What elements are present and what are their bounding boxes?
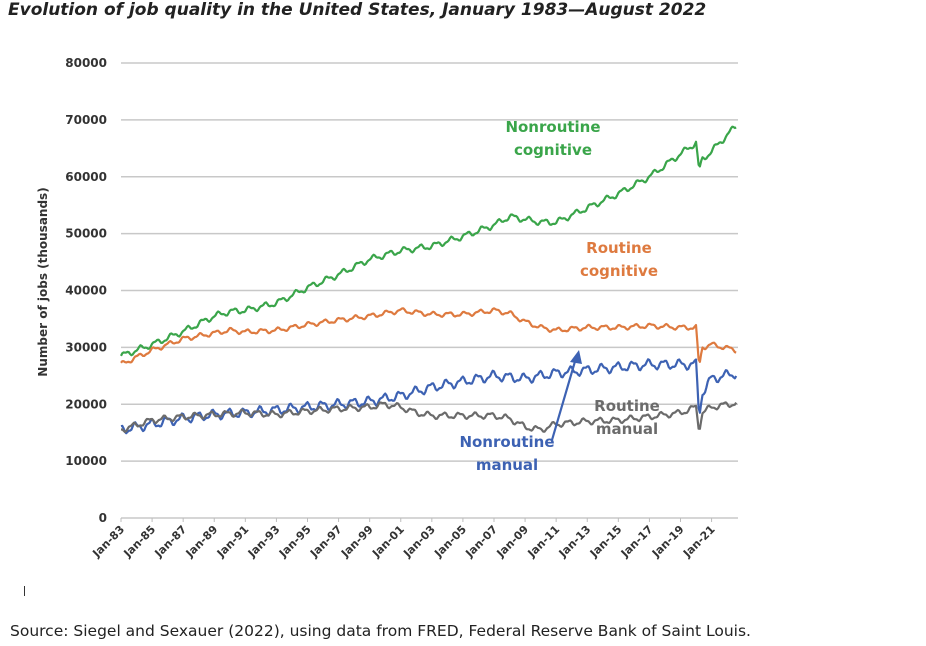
y-tick-label: 70000 (65, 113, 107, 127)
x-tick-label: Jan-97 (307, 523, 345, 561)
series-label: Routine (586, 239, 652, 257)
chart-title: Evolution of job quality in the United S… (8, 0, 707, 20)
series-line-nonroutine-cognitive (120, 125, 737, 357)
x-tick-label: Jan-99 (338, 523, 376, 561)
y-tick-labels: 0 10000 20000 30000 40000 50000 60000 70000 8000… (65, 56, 107, 525)
y-tick-label: 20000 (65, 397, 107, 411)
nonroutine-manual-arrow (550, 350, 582, 441)
x-tick-label: Jan-07 (462, 523, 500, 561)
x-tick-labels: Jan-83Jan-85Jan-87Jan-89Jan-91Jan-93Jan-… (89, 518, 718, 561)
x-tick-label: Jan-83 (89, 523, 127, 561)
series-line-routine-manual (121, 401, 738, 433)
series-label: Routine (594, 397, 660, 415)
y-tick-label: 30000 (65, 340, 107, 354)
x-tick-label: Jan-01 (369, 523, 407, 561)
series-line-routine-cognitive (120, 307, 737, 364)
x-tick-label: Jan-17 (618, 523, 656, 561)
x-tick-label: Jan-87 (152, 523, 190, 561)
x-tick-label: Jan-19 (649, 523, 687, 561)
series-label: cognitive (580, 262, 658, 280)
series-label: cognitive (514, 141, 592, 159)
x-tick-label: Jan-11 (525, 523, 563, 561)
x-tick-label: Jan-91 (214, 523, 252, 561)
x-tick-label: Jan-89 (183, 523, 221, 561)
x-tick-label: Jan-93 (245, 523, 283, 561)
x-tick-label: Jan-15 (587, 523, 625, 561)
y-tick-label: 10000 (65, 454, 107, 468)
series-line-nonroutine-manual (120, 358, 738, 435)
y-tick-label: 80000 (65, 56, 107, 70)
line-chart: 0 10000 20000 30000 40000 50000 60000 70000 8000… (36, 56, 738, 561)
x-tick-label: Jan-95 (276, 523, 314, 561)
series-lines (120, 125, 738, 435)
x-tick-label: Jan-03 (400, 523, 438, 561)
source-note: Source: Siegel and Sexauer (2022), using… (10, 622, 751, 640)
series-label: manual (476, 456, 538, 474)
series-label: Nonroutine (459, 433, 554, 451)
y-tick-label: 50000 (65, 227, 107, 241)
series-label: Nonroutine (505, 118, 600, 136)
x-tick-label: Jan-05 (431, 523, 469, 561)
x-tick-label: Jan-85 (121, 523, 159, 561)
series-label: manual (596, 420, 658, 438)
arrow-head (570, 350, 582, 364)
arrow-shaft (550, 357, 578, 441)
x-tick-label: Jan-21 (680, 523, 718, 561)
divider-mark (24, 586, 25, 596)
gridlines (121, 62, 738, 519)
series-labels: Nonroutine cognitive Routine cognitive Nonro… (459, 118, 659, 474)
y-tick-label: 0 (99, 511, 107, 525)
x-tick-label: Jan-09 (494, 523, 532, 561)
y-tick-label: 60000 (65, 170, 107, 184)
y-axis-label: Number of jobs (thousands) (36, 187, 50, 376)
y-tick-label: 40000 (65, 284, 107, 298)
x-tick-label: Jan-13 (556, 523, 594, 561)
